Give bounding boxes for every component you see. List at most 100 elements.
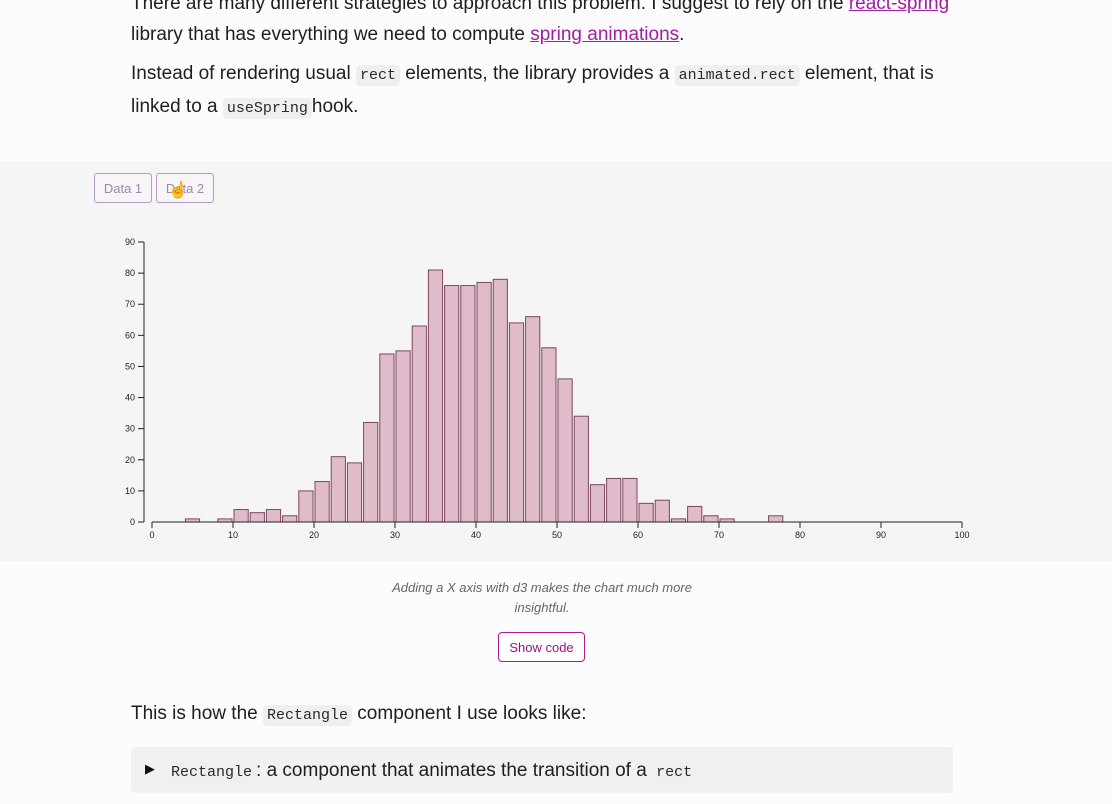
inline-code: Rectangle: [263, 705, 353, 726]
x-tick-label: 60: [633, 530, 643, 540]
chart-caption: Adding a X axis with d3 makes the chart …: [392, 580, 692, 615]
x-tick-label: 100: [954, 530, 969, 540]
paragraph-intro: There are many different strategies to a…: [131, 0, 961, 50]
histogram-bar: [265, 509, 282, 523]
inline-code: animated.rect: [674, 65, 800, 86]
histogram-bar: [346, 462, 363, 523]
rectangle-details-toggle[interactable]: ▶ Rectangle: a component that animates t…: [131, 747, 953, 793]
histogram-bar: [606, 477, 622, 523]
y-tick-label: 30: [125, 424, 135, 434]
x-tick-label: 80: [795, 530, 805, 540]
react-spring-link[interactable]: react-spring: [848, 0, 950, 14]
spring-animations-link[interactable]: spring animations: [530, 24, 680, 45]
histogram-bar: [654, 499, 670, 523]
y-tick-label: 80: [125, 268, 135, 278]
histogram-bar: [411, 325, 427, 523]
x-tick-label: 10: [228, 530, 238, 540]
histogram-bar: [589, 484, 606, 523]
x-tick: 10: [228, 522, 238, 540]
y-tick: 80: [125, 268, 144, 278]
x-tick: 40: [471, 522, 481, 540]
histogram-bar: [314, 481, 330, 523]
y-tick: 40: [125, 393, 144, 403]
y-tick: 0: [130, 517, 144, 527]
x-tick-label: 50: [552, 530, 562, 540]
histogram-bar: [525, 316, 541, 523]
data-2-button[interactable]: Data 2: [156, 173, 214, 203]
y-tick: 90: [125, 237, 144, 247]
histogram-bar: [298, 490, 314, 523]
pointer-cursor-icon: ☝: [168, 182, 188, 199]
y-tick-label: 90: [125, 237, 135, 247]
details-summary: Rectangle: a component that animates the…: [167, 755, 697, 788]
histogram-bar: [703, 515, 719, 523]
x-tick-label: 0: [149, 530, 154, 540]
x-tick: 20: [309, 522, 319, 540]
paragraph-text: library that has everything we need to c…: [131, 24, 531, 45]
histogram-bar: [444, 285, 460, 523]
x-tick: 0: [149, 522, 155, 540]
histogram-bar: [492, 278, 508, 523]
y-tick-label: 10: [125, 486, 135, 496]
inline-code: useSpring: [222, 98, 312, 119]
inline-code: rect: [356, 65, 401, 86]
x-tick: 30: [390, 522, 400, 540]
histogram-bar: [460, 285, 476, 523]
x-tick: 60: [633, 522, 643, 540]
x-tick: 100: [954, 522, 970, 540]
y-tick-label: 20: [125, 455, 135, 465]
x-axis: 0 10 20 30 40 50 60 70 80 90 100: [149, 521, 970, 540]
histogram-bar: [541, 347, 557, 523]
x-tick: 70: [714, 522, 724, 540]
paragraph-text: Instead of rendering usual: [131, 63, 356, 84]
histogram-bar: [330, 456, 346, 523]
x-tick-label: 30: [390, 530, 400, 540]
y-tick: 50: [125, 361, 144, 371]
x-tick-label: 90: [876, 530, 886, 540]
histogram-bar: [768, 515, 784, 523]
y-tick: 60: [125, 330, 144, 340]
y-tick-label: 50: [125, 361, 135, 371]
histogram-bar: [363, 421, 379, 523]
paragraph-rectangle: This is how the Rectangle component I us…: [131, 698, 961, 731]
histogram-bar: [379, 353, 395, 523]
x-tick: 90: [876, 522, 886, 540]
paragraph-text: element, that is linked to a: [131, 63, 934, 117]
histogram-bar: [282, 515, 298, 523]
histogram-bar: [427, 269, 444, 523]
data-1-button[interactable]: Data 1: [94, 173, 152, 203]
histogram-chart: 0 10 20 30 40 50 60 70 80 90 0 10 20 30 40 50 60 70 80 90 1…: [125, 237, 970, 540]
paragraph-text: .: [679, 24, 685, 45]
histogram-bar: [687, 505, 703, 523]
paragraph-text: There are many different strategies to a…: [131, 0, 849, 14]
y-tick-label: 70: [125, 299, 135, 309]
paragraph-animated-rect: Instead of rendering usual rect elements…: [131, 58, 961, 124]
histogram-bar: [557, 378, 573, 523]
x-tick-label: 40: [471, 530, 481, 540]
y-tick-label: 60: [125, 330, 135, 340]
paragraph-text: elements, the library provides a: [400, 63, 675, 84]
histogram-bar: [638, 502, 654, 523]
x-tick: 80: [795, 522, 805, 540]
histogram-bar: [233, 509, 249, 523]
y-axis: 0 10 20 30 40 50 60 70 80 90: [125, 237, 145, 527]
paragraph-text: component I use looks like:: [352, 703, 587, 724]
histogram-bar: [622, 477, 638, 523]
y-tick: 20: [125, 455, 144, 465]
histogram-bar: [249, 512, 265, 523]
histogram-bar: [573, 415, 589, 523]
disclosure-triangle-icon[interactable]: ▶: [145, 761, 155, 776]
y-tick-label: 40: [125, 393, 135, 403]
histogram-bar: [395, 350, 411, 523]
histogram-bar: [476, 281, 492, 523]
paragraph-text: This is how the: [131, 703, 263, 724]
x-tick-label: 20: [309, 530, 319, 540]
y-tick: 30: [125, 424, 144, 434]
y-tick-label: 0: [130, 517, 135, 527]
show-code-button[interactable]: Show code: [498, 632, 585, 662]
paragraph-text: hook.: [311, 96, 359, 117]
histogram-bar: [508, 322, 525, 523]
details-text: : a component that animates the transiti…: [256, 760, 653, 781]
y-tick: 10: [125, 486, 144, 496]
x-tick: 50: [552, 522, 562, 540]
